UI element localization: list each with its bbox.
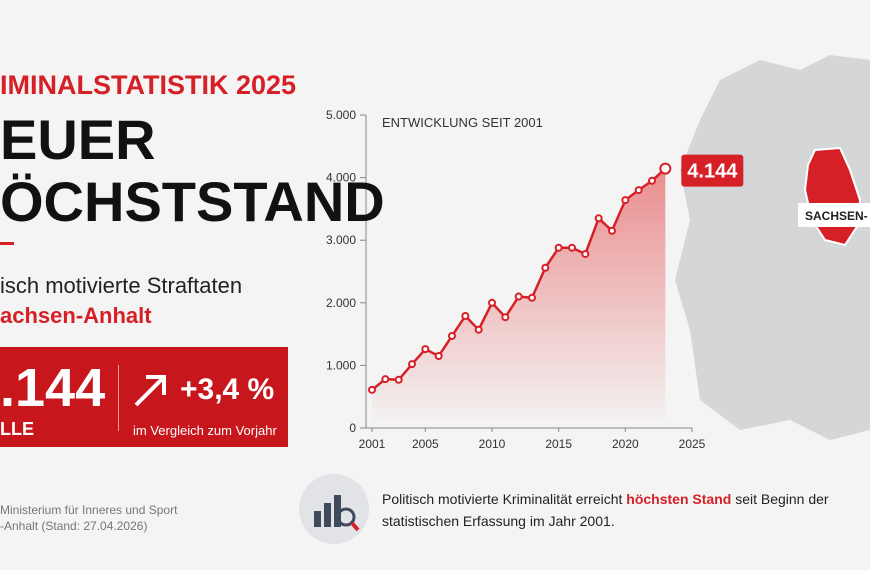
x-tick-label: 2010 (479, 437, 506, 451)
point (488, 298, 496, 307)
point (648, 176, 656, 185)
point (474, 325, 483, 334)
stat-change-note: im Vergleich zum Vorjahr (133, 423, 277, 438)
kicker: IMINALSTATISTIK 2025 (0, 70, 297, 100)
x-tick-label: 2020 (612, 437, 639, 451)
y-tick-label: 4.000 (326, 171, 356, 185)
x-tick-label: 2005 (412, 437, 439, 451)
point (621, 196, 630, 205)
y-tick-label: 1.000 (326, 358, 356, 372)
value-label: 4.144 (687, 161, 738, 183)
point (581, 249, 590, 258)
y-tick-label: 2.000 (326, 296, 356, 310)
map-germany (675, 55, 870, 440)
note-icon (299, 474, 369, 544)
note: Politisch motivierte Kriminalität erreic… (382, 488, 862, 532)
note-highlight: höchsten Stand (626, 491, 732, 507)
point (554, 243, 563, 252)
point (434, 352, 443, 361)
title-line1: EUER (0, 108, 156, 171)
subtitle-line2: achsen-Anhalt (0, 303, 152, 328)
chart-title: ENTWICKLUNG SEIT 2001 (382, 115, 543, 130)
point (634, 186, 643, 195)
stat-value: .144 (0, 358, 106, 418)
point (528, 293, 536, 302)
point (461, 311, 470, 320)
map-label-bg (798, 203, 870, 227)
subtitle-line1: isch motivierte Straftaten (0, 273, 243, 298)
point (381, 375, 390, 384)
stat-unit: LLE (0, 419, 34, 439)
point (659, 162, 672, 175)
x-tick-label: 2025 (679, 437, 706, 451)
point (394, 375, 403, 384)
y-tick-label: 0 (349, 421, 356, 435)
point (541, 263, 550, 272)
stat-box: .144 LLE +3,4 % im Vergleich zum Vorjahr (0, 347, 288, 447)
arrow-icon (134, 375, 166, 407)
note-text: Politisch motivierte Kriminalität erreic… (382, 491, 627, 507)
note-text: seit Beginn der statistischen Erfassung … (382, 491, 829, 529)
point (368, 385, 376, 394)
source-line1: Ministerium für Inneres und Sport (0, 503, 178, 517)
x-tick-label: 2015 (545, 437, 572, 451)
y-tick-label: 3.000 (326, 233, 356, 247)
title-line2: ÖCHSTSTAND (0, 170, 385, 233)
point (514, 292, 523, 301)
point (501, 313, 510, 322)
point (568, 243, 576, 252)
separator (118, 365, 119, 431)
point (448, 331, 456, 340)
source-line2: -Anhalt (Stand: 27.04.2026) (0, 519, 148, 533)
x-tick-label: 2001 (359, 437, 386, 451)
value-label-bg (681, 154, 744, 187)
y-tick-label: 5.000 (326, 108, 356, 122)
map-label: SACHSEN- (805, 209, 868, 223)
point (608, 226, 616, 235)
point (421, 345, 430, 354)
divider (0, 242, 14, 245)
point (594, 214, 603, 223)
stat-change: +3,4 % (180, 373, 275, 406)
point (408, 360, 416, 369)
